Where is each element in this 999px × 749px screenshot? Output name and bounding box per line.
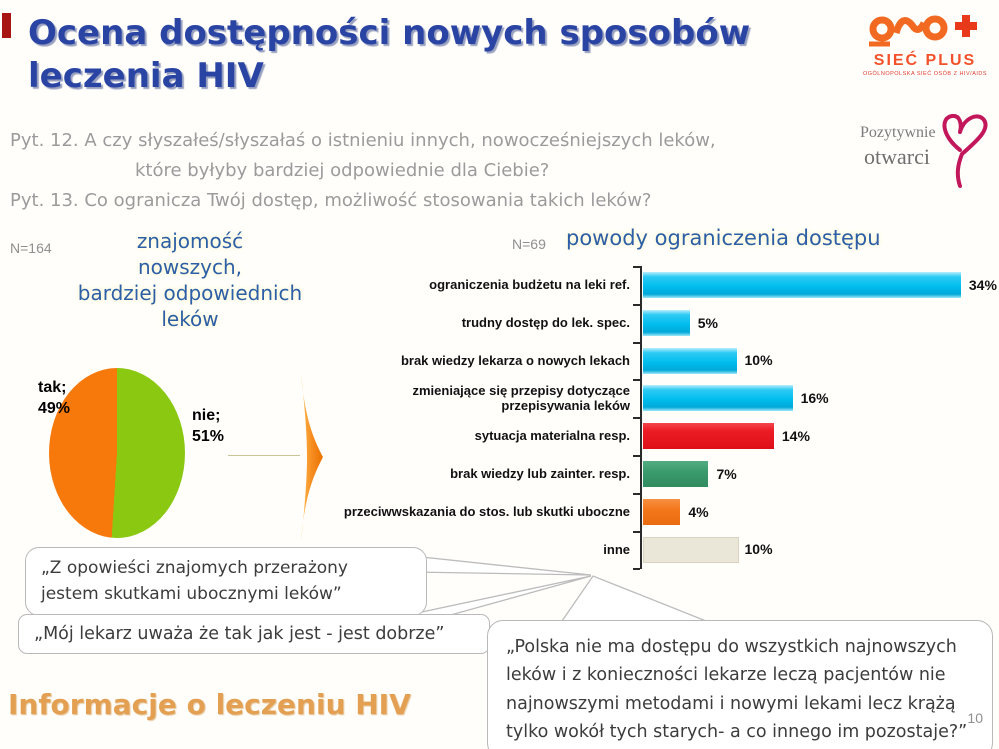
page-title-line1: Ocena dostępności nowych sposobów: [28, 13, 751, 53]
question-text: Pyt. 12. A czy słyszałeś/słyszałaś o ist…: [10, 126, 716, 216]
bar-category-label: ograniczenia budżetu na leki ref.: [429, 277, 630, 293]
question-12-line1: Pyt. 12. A czy słyszałeś/słyszałaś o ist…: [10, 130, 716, 151]
page-title: Ocena dostępności nowych sposobów leczen…: [28, 12, 750, 97]
axis-tick: [633, 266, 640, 268]
pie-title-line: nowszych,: [137, 255, 243, 279]
bar-value-label: 14%: [781, 428, 810, 445]
heart-ribbon-icon: [942, 113, 988, 188]
axis-tick: [633, 303, 640, 306]
bar-7: [643, 498, 681, 525]
pie-label-tak-name: tak;: [38, 379, 67, 396]
pie-title-line: bardziej odpowiednich: [77, 281, 303, 305]
bar-value-label: 16%: [800, 390, 829, 407]
siec-plus-logo: SIEĆ PLUS OGÓLNOPOLSKA SIEĆ OSÓB Z HIV/A…: [855, 6, 995, 77]
bar-chart: ograniczenia budżetu na leki ref. 34% trud…: [340, 266, 999, 572]
axis-tick: [633, 417, 640, 420]
bar-chart-title: powody ograniczenia dostępu: [566, 226, 881, 250]
bar-5: [643, 423, 774, 450]
pie: [49, 368, 185, 538]
pozytywnie-line2: otwarci: [864, 144, 930, 169]
pie-title-line: znajomość: [136, 229, 244, 253]
axis-tick: [633, 568, 640, 571]
pie-title-line: leków: [161, 307, 219, 331]
pie-label-tak: tak; 49%: [38, 378, 70, 420]
pie-label-nie-name: nie;: [192, 407, 221, 424]
page-number: 10: [967, 710, 983, 726]
bar-value-label: 7%: [716, 465, 737, 482]
pie-label-tak-value: 49%: [38, 399, 71, 417]
bar-6: [643, 460, 709, 487]
orange-arrow-shape: [301, 373, 323, 541]
pie-label-nie: nie; 51%: [192, 406, 224, 448]
bar-chart-axis: [640, 266, 642, 569]
question-13: Pyt. 13. Co ogranicza Twój dostęp, możli…: [10, 190, 652, 211]
axis-tick: [633, 379, 640, 382]
pozytywnie-otwarci-logo: Pozytywnie otwarci: [860, 113, 995, 188]
pie-leader-line: [228, 455, 300, 456]
footer-section-title: Informacje o leczeniu HIV: [8, 688, 411, 721]
bar-3: [643, 347, 737, 374]
siec-plus-tagline: OGÓLNOPOLSKA SIEĆ OSÓB Z HIV/AIDS: [862, 71, 988, 77]
bar-8: [643, 536, 739, 563]
axis-tick: [633, 530, 640, 533]
bar-category-label: inne: [603, 541, 630, 557]
bar-2: [643, 309, 690, 336]
quote-bubble-2: „Mój lekarz uważa że tak jak jest - jest…: [18, 614, 490, 655]
siec-plus-logo-icon: [869, 15, 977, 47]
bar-category-label: sytuacja materialna resp.: [474, 428, 630, 444]
bar-1: [643, 271, 961, 298]
bar-4: [643, 385, 793, 412]
pie-chart-title: znajomość nowszych, bardziej odpowiednic…: [40, 228, 340, 332]
pie-sample-size: N=164: [10, 240, 52, 256]
axis-tick: [633, 492, 640, 495]
bar-category-label: przeciwwskazania do stos. lub skutki ubo…: [343, 503, 630, 519]
bar-value-label: 10%: [744, 541, 773, 558]
title-accent-bar: [2, 13, 11, 38]
pie-label-nie-value: 51%: [192, 427, 225, 445]
bar-value-label: 5%: [697, 314, 718, 331]
page-title-line2: leczenia HIV: [28, 55, 264, 96]
bar-value-label: 4%: [688, 503, 709, 520]
bar-category-label: zmieniające się przepisy dotyczące przep…: [412, 382, 631, 414]
question-12-line2: które byłyby bardziej odpowiednie dla Ci…: [135, 160, 550, 181]
siec-plus-name: SIEĆ PLUS: [873, 52, 977, 69]
pozytywnie-line1: Pozytywnie: [860, 124, 936, 141]
axis-tick: [633, 341, 640, 344]
bar-value-label: 34%: [968, 276, 997, 293]
bar-category-label: trudny dostęp do lek. spec.: [461, 314, 630, 330]
bar-category-label: brak wiedzy lekarza o nowych lekach: [400, 352, 630, 368]
bar-sample-size: N=69: [512, 236, 546, 252]
axis-tick: [633, 455, 640, 457]
bar-value-label: 10%: [744, 352, 773, 369]
bar-category-label: brak wiedzy lub zainter. resp.: [450, 466, 630, 482]
quote-bubble-3: „Polska nie ma dostępu do wszystkich naj…: [487, 620, 993, 749]
quote-bubble-1: „Z opowieści znajomych przerażony jestem…: [25, 547, 427, 616]
